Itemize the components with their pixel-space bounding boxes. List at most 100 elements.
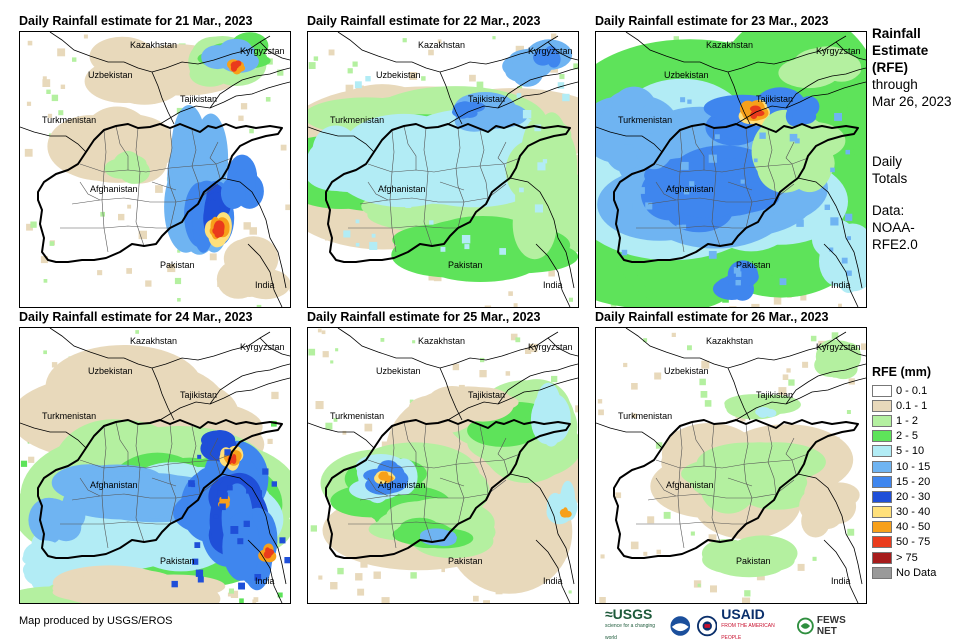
country-label-afghanistan: Afghanistan xyxy=(378,184,426,194)
rainfall-pixel xyxy=(687,100,691,104)
rainfall-pixel xyxy=(715,134,720,139)
legend-title: RFE (mm) xyxy=(872,365,972,379)
legend-label: 30 - 40 xyxy=(896,506,930,518)
rainfall-pixel xyxy=(27,102,31,106)
rainfall-pixel xyxy=(241,103,247,109)
rainfall-pixel xyxy=(21,461,27,467)
rainfall-pixel xyxy=(483,600,490,603)
rainfall-pixel xyxy=(155,185,163,193)
map-info: Rainfall Estimate (RFE) through Mar 26, … xyxy=(872,25,972,253)
rainfall-pixel xyxy=(754,159,758,163)
rainfall-pixel xyxy=(788,379,794,385)
rainfall-map: KazakhstanKyrgyzstanUzbekistanTajikistan… xyxy=(308,328,578,603)
rainfall-pixel xyxy=(625,203,632,210)
rainfall-pixel xyxy=(172,581,178,587)
rainfall-pixel xyxy=(601,554,605,558)
rainfall-pixel xyxy=(145,280,151,286)
rainfall-pixel xyxy=(677,225,682,230)
rainfall-pixel xyxy=(698,584,701,587)
rainfall-pixel xyxy=(194,542,200,548)
rainfall-pixel xyxy=(492,36,495,39)
rainfall-pixel xyxy=(759,133,765,139)
rainfall-pixel xyxy=(623,363,627,367)
country-label-tajikistan: Tajikistan xyxy=(756,390,793,400)
rainfall-pixel xyxy=(254,597,259,602)
rainfall-pixel xyxy=(357,589,364,596)
country-border xyxy=(308,423,374,448)
rainfall-pixel xyxy=(219,504,226,511)
country-label-uzbekistan: Uzbekistan xyxy=(88,366,133,376)
country-label-india: India xyxy=(543,280,563,290)
rainfall-pixel xyxy=(337,568,343,574)
country-label-kyrgyzstan: Kyrgyzstan xyxy=(528,46,573,56)
legend-label: 1 - 2 xyxy=(896,415,918,427)
rainfall-cell xyxy=(813,484,848,510)
rainfall-cell xyxy=(314,165,385,192)
fews-net-logo: FEWS NET xyxy=(797,615,865,637)
country-label-tajikistan: Tajikistan xyxy=(756,94,793,104)
legend-label: No Data xyxy=(896,567,936,579)
rainfall-pixel xyxy=(374,572,381,579)
legend-item: 1 - 2 xyxy=(872,413,972,428)
legend-swatch xyxy=(872,445,892,457)
rainfall-pixel xyxy=(322,330,326,334)
province-border xyxy=(60,226,170,228)
rainfall-pixel xyxy=(210,253,217,260)
rainfall-pixel xyxy=(846,271,851,276)
rainfall-cell xyxy=(755,408,770,417)
rainfall-pixel xyxy=(314,56,318,60)
rainfall-pixel xyxy=(813,557,817,561)
rainfall-pixel xyxy=(599,597,606,603)
rainfall-pixel xyxy=(657,550,662,555)
country-label-india: India xyxy=(255,280,275,290)
rainfall-pixel xyxy=(811,336,817,342)
fews-net-text: FEWS NET xyxy=(817,615,865,637)
rainfall-pixel xyxy=(191,483,195,487)
rainfall-pixel xyxy=(281,145,287,151)
rainfall-pixel xyxy=(783,374,789,380)
rainfall-pixel xyxy=(196,570,203,577)
usgs-logo-text: ≈USGS xyxy=(605,608,664,620)
rainfall-pixel xyxy=(569,590,572,593)
info-data-source: NOAA- xyxy=(872,219,972,236)
panel-title: Daily Rainfall estimate for 26 Mar., 202… xyxy=(595,306,828,328)
rainfall-pixel xyxy=(238,583,245,590)
rainfall-pixel xyxy=(774,297,782,305)
legend-item: 20 - 30 xyxy=(872,489,972,504)
panel-title: Daily Rainfall estimate for 21 Mar., 202… xyxy=(19,10,252,32)
rainfall-pixel xyxy=(562,94,569,101)
legend-label: 2 - 5 xyxy=(896,430,918,442)
rainfall-map: KazakhstanKyrgyzstanUzbekistanTajikistan… xyxy=(596,32,866,307)
legend-swatch xyxy=(872,385,892,397)
rainfall-pixel xyxy=(126,268,132,274)
rainfall-pixel xyxy=(30,222,36,228)
country-label-kazakhstan: Kazakhstan xyxy=(418,336,465,346)
legend-swatch xyxy=(872,567,892,579)
rainfall-pixel xyxy=(25,149,33,157)
rainfall-pixel xyxy=(229,589,234,594)
panel-mar-23: Daily Rainfall estimate for 23 Mar., 202… xyxy=(595,10,879,310)
rainfall-cell xyxy=(231,61,239,69)
rainfall-pixel xyxy=(446,136,454,144)
country-border xyxy=(824,540,858,603)
rainfall-pixel xyxy=(405,202,411,208)
rainfall-pixel xyxy=(308,349,315,356)
panel-title: Daily Rainfall estimate for 23 Mar., 202… xyxy=(595,10,828,32)
rainfall-cell xyxy=(212,227,222,235)
rainfall-pixel xyxy=(515,337,520,342)
rainfall-pixel xyxy=(61,85,65,89)
rainfall-pixel xyxy=(631,383,638,390)
rainfall-cell xyxy=(563,507,568,514)
country-label-kyrgyzstan: Kyrgyzstan xyxy=(816,342,861,352)
legend-label: 15 - 20 xyxy=(896,476,930,488)
rainfall-pixel xyxy=(135,330,139,334)
rainfall-pixel xyxy=(369,242,377,250)
rainfall-pixel xyxy=(318,329,322,333)
rainfall-pixel xyxy=(780,278,787,285)
rainfall-pixel xyxy=(647,516,654,523)
country-label-india: India xyxy=(543,576,563,586)
legend-item: 50 - 75 xyxy=(872,535,972,550)
rainfall-pixel xyxy=(543,159,547,163)
rainfall-pixel xyxy=(461,156,465,160)
